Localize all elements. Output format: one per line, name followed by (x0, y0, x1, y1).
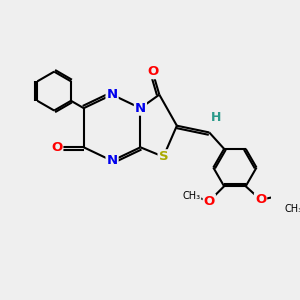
Text: S: S (159, 150, 168, 163)
Text: H: H (211, 111, 221, 124)
Text: O: O (147, 65, 158, 78)
Text: CH₃: CH₃ (183, 191, 201, 201)
Text: CH₃: CH₃ (284, 204, 300, 214)
Text: N: N (106, 88, 118, 101)
Text: N: N (135, 102, 146, 115)
Text: N: N (106, 154, 118, 167)
Text: O: O (255, 193, 266, 206)
Text: O: O (51, 141, 62, 154)
Text: O: O (204, 195, 215, 208)
